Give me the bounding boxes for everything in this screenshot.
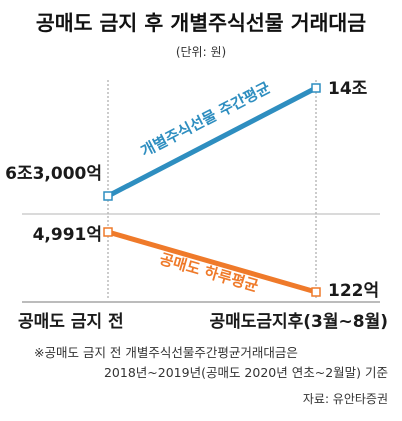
data-point-2-1 bbox=[103, 227, 113, 237]
source-label: 자료: 유안타증권 bbox=[303, 392, 388, 406]
series-line-1 bbox=[106, 85, 318, 199]
value-label-2-2: 122억 bbox=[328, 281, 379, 301]
data-point-1-1 bbox=[103, 191, 113, 201]
unit-label: (단위: 원) bbox=[176, 45, 226, 59]
series-line-2 bbox=[107, 229, 317, 295]
x-tick-label-before: 공매도 금지 전 bbox=[18, 312, 124, 332]
value-label-2-1: 4,991억 bbox=[33, 225, 102, 245]
chart-title: 공매도 금지 후 개별주식선물 거래대금 bbox=[36, 11, 366, 35]
footnote-line-1: ※공매도 금지 전 개별주식선물주간평균거래대금은 bbox=[34, 345, 298, 360]
x-tick-label-after: 공매도금지후(3월~8월) bbox=[209, 311, 388, 332]
footnote-line-2: 2018년~2019년(공매도 2020년 연초~2월말) 기준 bbox=[104, 365, 388, 380]
data-point-2-2 bbox=[311, 287, 321, 297]
value-label-1-2: 14조 bbox=[328, 79, 368, 99]
value-label-1-1: 6조3,000억 bbox=[5, 164, 102, 184]
series-name-2: 공매도 하루평균 bbox=[158, 250, 261, 296]
data-point-1-2 bbox=[311, 83, 321, 93]
